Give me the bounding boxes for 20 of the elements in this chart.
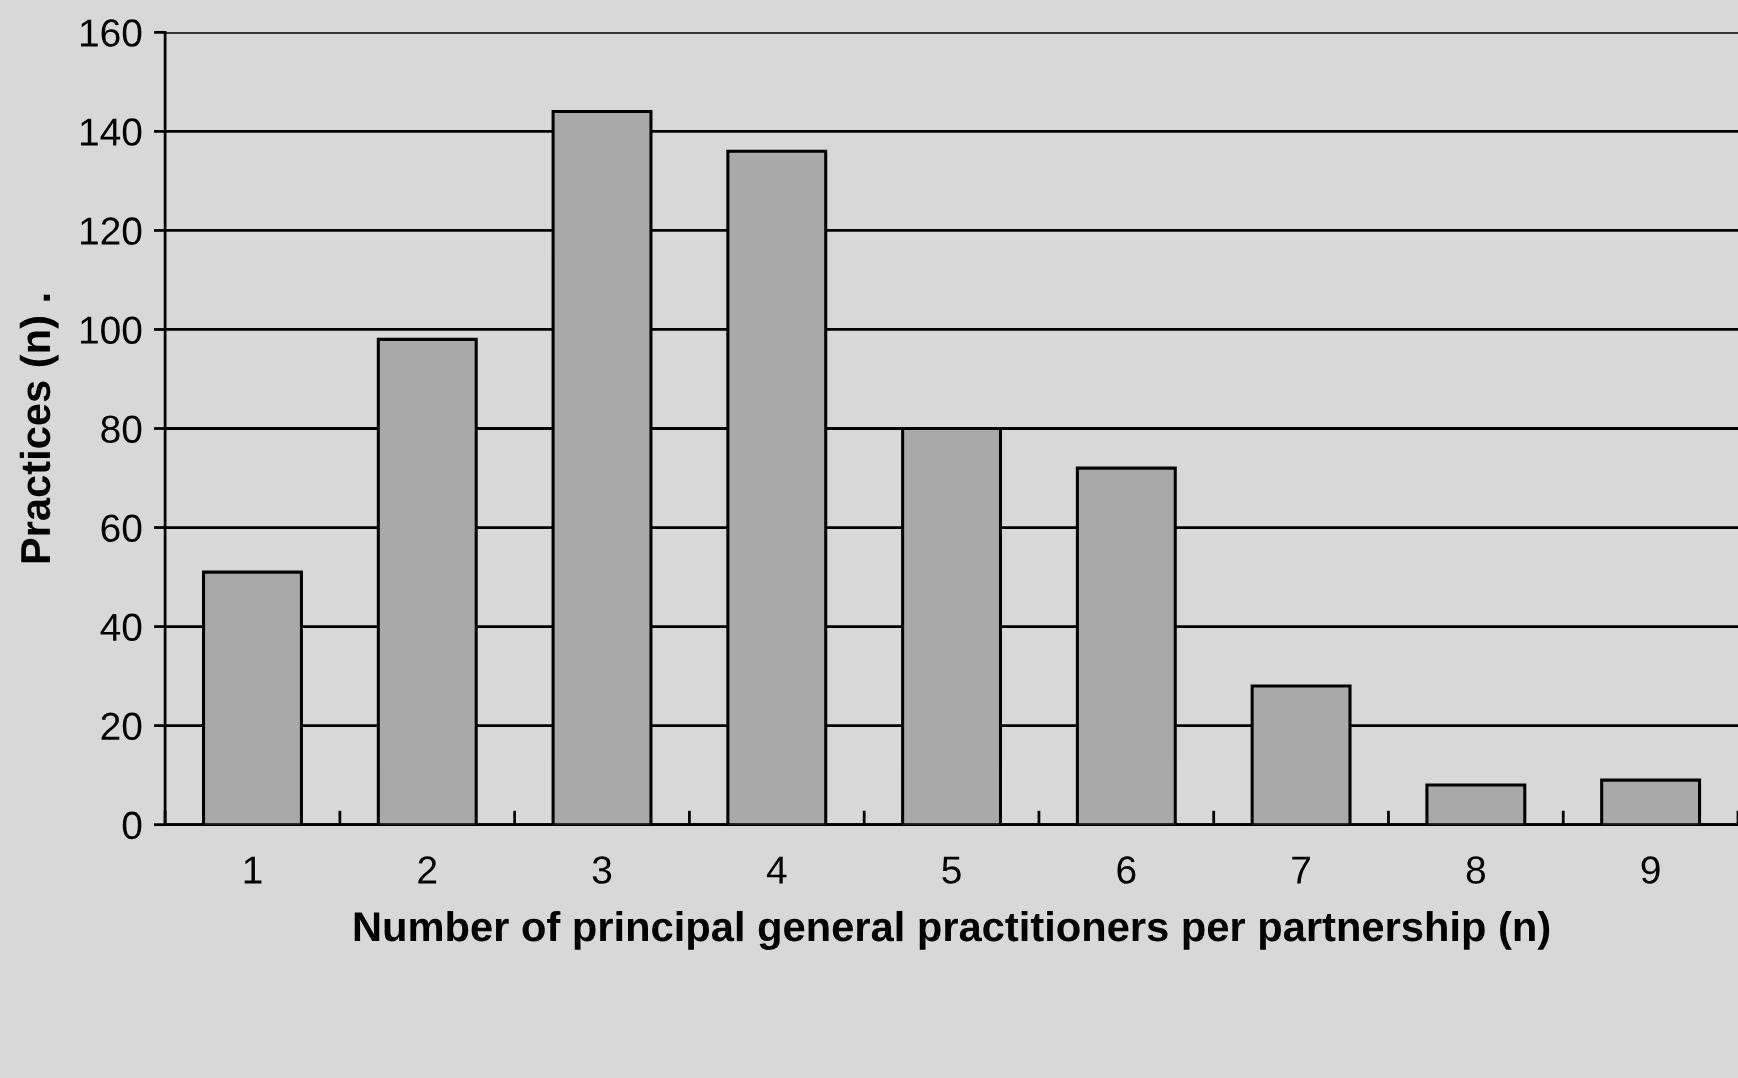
x-tick-label: 1 (244, 856, 262, 884)
x-tick-label: 6 (1117, 856, 1136, 884)
x-tick-label: 8 (1466, 856, 1485, 884)
x-axis-title: Number of principal general practitioners per partnership (n) (354, 910, 1550, 950)
y-tick-label: 140 (80, 118, 142, 146)
y-tick-label: 20 (101, 712, 142, 741)
x-tick-label: 5 (942, 856, 961, 884)
y-tick-label: 80 (101, 415, 142, 443)
x-tick-label: 2 (418, 856, 437, 884)
x-tick-label: 3 (592, 856, 612, 884)
y-tick-label: 60 (101, 514, 142, 543)
x-tick-label: 7 (1292, 856, 1310, 884)
y-tick-label: 40 (100, 613, 142, 642)
y-tick-label: 120 (80, 217, 142, 245)
x-tick-label: 9 (1641, 856, 1660, 884)
y-tick-label: 0 (122, 811, 142, 840)
y-tick-label: 100 (80, 316, 142, 344)
x-tick-label: 4 (766, 856, 787, 884)
y-axis-title: Practices (n) . (19, 294, 59, 563)
y-tick-label: 160 (80, 19, 142, 47)
